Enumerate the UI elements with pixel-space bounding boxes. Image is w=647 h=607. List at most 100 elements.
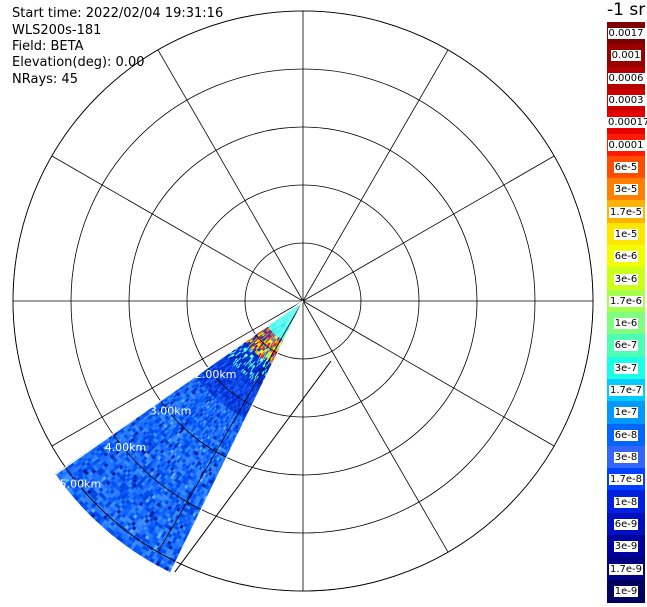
data-cell <box>231 438 236 443</box>
data-cell <box>267 338 271 342</box>
data-cell <box>233 357 237 361</box>
data-cell <box>233 366 237 371</box>
data-cell <box>272 334 276 338</box>
data-cell <box>283 317 287 321</box>
data-cell <box>270 349 274 353</box>
data-cell <box>279 323 283 327</box>
colorbar-tick-label: 6e-6 <box>613 251 639 263</box>
data-cell <box>278 334 281 338</box>
data-cell <box>271 357 275 362</box>
data-cell <box>218 402 223 407</box>
data-cell <box>264 341 268 345</box>
data-cell <box>199 417 204 422</box>
data-cell <box>269 352 272 356</box>
data-cell <box>275 348 278 352</box>
data-cell <box>291 315 294 319</box>
data-cell <box>238 422 242 428</box>
data-cell <box>285 330 288 335</box>
data-cell <box>186 394 191 399</box>
data-cell <box>186 405 191 410</box>
data-cell <box>191 396 197 401</box>
data-cell <box>215 408 220 413</box>
data-cell <box>191 390 196 395</box>
data-cell <box>230 398 234 403</box>
data-cell <box>275 323 279 327</box>
data-cell <box>296 306 299 310</box>
data-cell <box>228 405 233 410</box>
data-cell <box>202 401 207 406</box>
data-cell <box>271 345 274 350</box>
data-cell <box>285 314 289 318</box>
data-cell <box>252 357 257 361</box>
data-cell <box>292 307 296 310</box>
data-cell <box>248 357 252 361</box>
colorbar-tick-label: 0.0001 <box>607 139 645 151</box>
data-cell <box>202 387 206 392</box>
data-cell <box>256 346 260 350</box>
data-cell <box>179 407 184 412</box>
data-cell <box>285 330 288 334</box>
data-cell <box>244 354 249 358</box>
data-cell <box>281 319 285 323</box>
data-cell <box>262 347 266 351</box>
data-cell <box>290 321 293 326</box>
data-cell <box>124 498 130 505</box>
data-cell <box>213 403 218 408</box>
data-cell <box>231 369 236 374</box>
data-cell <box>278 326 282 330</box>
data-cell <box>278 321 282 325</box>
data-cell <box>207 455 212 461</box>
data-cell <box>276 341 280 345</box>
data-cell <box>256 342 261 346</box>
data-cell <box>273 335 277 339</box>
data-cell <box>218 465 223 470</box>
data-cell <box>257 343 261 347</box>
data-cell <box>266 333 270 337</box>
data-cell <box>273 339 277 343</box>
data-cell <box>233 409 238 414</box>
data-cell <box>289 317 293 322</box>
data-cell <box>291 310 294 314</box>
data-cell <box>274 331 278 336</box>
data-cell <box>292 311 295 315</box>
data-cell <box>274 343 278 348</box>
data-cell <box>288 317 292 321</box>
data-cell <box>218 415 223 420</box>
data-cell <box>205 386 210 390</box>
data-cell <box>225 395 230 400</box>
data-cell <box>277 320 281 324</box>
data-cell <box>293 308 296 311</box>
data-cell <box>277 320 281 324</box>
data-cell <box>225 377 230 382</box>
data-cell <box>199 434 204 439</box>
data-cell <box>217 369 221 373</box>
data-cell <box>235 406 239 411</box>
data-cell <box>227 413 232 418</box>
colorbar-tick-label: 1.7e-7 <box>608 385 644 397</box>
data-cell <box>190 394 195 399</box>
data-cell <box>268 344 272 348</box>
data-cell <box>245 385 250 389</box>
data-cell <box>244 349 248 353</box>
data-cell <box>287 315 290 319</box>
data-cell <box>207 427 212 432</box>
data-cell <box>284 322 288 326</box>
data-cell <box>252 373 256 378</box>
data-cell <box>270 332 274 336</box>
data-cell <box>255 346 259 350</box>
data-cell <box>203 393 208 398</box>
data-cell <box>260 332 265 336</box>
data-cell <box>223 402 228 407</box>
colorbar-tick-label: 1e-8 <box>613 496 639 508</box>
data-cell <box>226 373 230 378</box>
data-cell <box>281 319 284 323</box>
data-cell <box>265 365 269 370</box>
data-cell <box>182 395 187 400</box>
data-cell <box>233 380 237 384</box>
data-cell <box>257 376 261 381</box>
data-cell <box>266 329 270 332</box>
data-cell <box>267 351 271 356</box>
data-cell <box>279 327 283 331</box>
data-cell <box>257 365 261 369</box>
data-cell <box>229 418 234 423</box>
